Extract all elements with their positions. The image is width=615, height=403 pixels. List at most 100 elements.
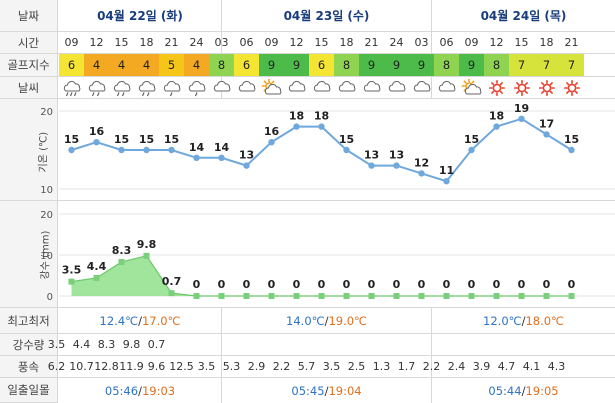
temp-data-label: 14: [189, 141, 205, 154]
golf-index-cell: 5: [159, 54, 184, 76]
temp-data-label: 18: [489, 110, 504, 123]
precip-data-label: 0: [243, 278, 251, 291]
wind-cell: 12.8: [94, 360, 119, 373]
wind-cell: 12.5: [169, 360, 194, 373]
precip-data-label: 0: [443, 278, 451, 291]
precip-point: [68, 278, 75, 285]
sunset-time: 19:04: [328, 383, 362, 398]
precip-point: [568, 293, 575, 299]
precip-point: [268, 293, 275, 299]
min-temp: 14.0℃: [286, 313, 325, 328]
temp-data-label: 15: [339, 133, 354, 146]
temp-data-label: 13: [389, 149, 404, 162]
time-cell: 24: [389, 36, 404, 49]
precip-point: [218, 293, 225, 299]
time-cell: 15: [314, 36, 329, 49]
temp-data-label: 12: [414, 156, 429, 169]
precip-point: [93, 274, 100, 281]
wind-cell: 6.2: [47, 360, 66, 373]
rain-light-icon: [159, 78, 184, 97]
sun-sep: /: [138, 383, 142, 398]
rain-icon: [84, 78, 109, 97]
rain-icon: [109, 78, 134, 97]
precip-data-label: 9.8: [137, 238, 157, 251]
date-day-1: 04월 22일 (화): [97, 9, 183, 23]
time-cell: 15: [514, 36, 529, 49]
cloudy-icon: [384, 78, 409, 97]
temp-point: [93, 139, 100, 146]
precip-point: [343, 293, 350, 299]
precip-point: [118, 258, 125, 265]
max-temp: 19.0℃: [328, 313, 367, 328]
precip-point: [318, 293, 325, 299]
wind-cell: 3.5: [322, 360, 341, 373]
max-temp: 18.0℃: [525, 313, 564, 328]
sunny-icon: [509, 78, 534, 97]
cloudy-icon: [209, 78, 234, 97]
temp-data-label: 15: [564, 133, 579, 146]
wind-cell: 4.1: [522, 360, 541, 373]
wind-cell: 1.7: [397, 360, 416, 373]
golf-index-cell: 4: [134, 54, 159, 76]
precip-data-label: 0: [393, 278, 401, 291]
temp-data-label: 15: [164, 133, 179, 146]
golf-index-cell: 9: [359, 54, 384, 76]
temp-point: [68, 146, 75, 154]
precip-tick-label: 0: [47, 292, 53, 303]
precip-cell: 3.5: [47, 338, 66, 351]
rain-icon: [134, 78, 159, 97]
time-cell: 15: [114, 36, 129, 49]
row-label-minmax: 최고최저: [0, 308, 58, 334]
temp-point: [493, 123, 500, 130]
precip-cell: 4.4: [72, 338, 91, 351]
temp-point: [168, 146, 175, 154]
sunny-icon: [559, 78, 584, 97]
time-cell: 21: [164, 36, 179, 49]
minmax-sep: /: [521, 313, 526, 328]
temp-point: [118, 146, 125, 154]
temp-data-label: 15: [114, 133, 129, 146]
sun-sep: /: [324, 383, 329, 398]
precip-point: [443, 293, 450, 299]
wind-cell: 2.5: [347, 360, 366, 373]
golf-index-cell: 7: [534, 54, 559, 76]
cloudy-icon: [334, 78, 359, 97]
precip-data-label: 0: [543, 278, 551, 291]
temp-data-label: 13: [364, 149, 379, 162]
precip-point: [243, 293, 250, 299]
temp-point: [518, 115, 525, 122]
golf-index-cell: 4: [84, 54, 109, 76]
temp-data-label: 15: [64, 133, 79, 146]
precip-data-label: 0: [468, 278, 476, 291]
temp-point: [193, 154, 200, 161]
wind-cell: 3.9: [472, 360, 491, 373]
partly-sunny-icon: [459, 78, 484, 97]
time-cell: 21: [564, 36, 579, 49]
wind-cell: 11.9: [119, 360, 144, 373]
minmax-day-1: 12.4℃/17.0℃: [59, 308, 221, 333]
golf-index-cell: 4: [109, 54, 134, 76]
temp-data-label: 14: [214, 141, 230, 154]
wind-cell: 2.2: [272, 360, 291, 373]
precip-point: [193, 293, 200, 299]
precip-point: [143, 252, 150, 259]
wind-cell: 1.3: [372, 360, 391, 373]
golf-index-cell: 8: [484, 54, 509, 76]
min-temp: 12.0℃: [483, 313, 522, 328]
wind-cell: 10.7: [69, 360, 94, 373]
cloudy-icon: [434, 78, 459, 97]
temp-point: [268, 139, 275, 146]
precip-data-label: 0.7: [162, 275, 182, 288]
time-cell: 18: [539, 36, 554, 49]
minmax-sep: /: [324, 313, 329, 328]
temp-data-label: 11: [439, 164, 454, 177]
temp-data-label: 17: [539, 117, 554, 130]
cloudy-icon: [359, 78, 384, 97]
temp-data-label: 16: [89, 125, 105, 138]
precip-data-label: 0: [218, 278, 226, 291]
temp-axis-label: 기온 (℃): [38, 131, 50, 173]
temp-point: [293, 123, 300, 130]
temp-data-label: 16: [264, 125, 280, 138]
time-cell: 12: [289, 36, 304, 49]
time-cell: 09: [264, 36, 279, 49]
